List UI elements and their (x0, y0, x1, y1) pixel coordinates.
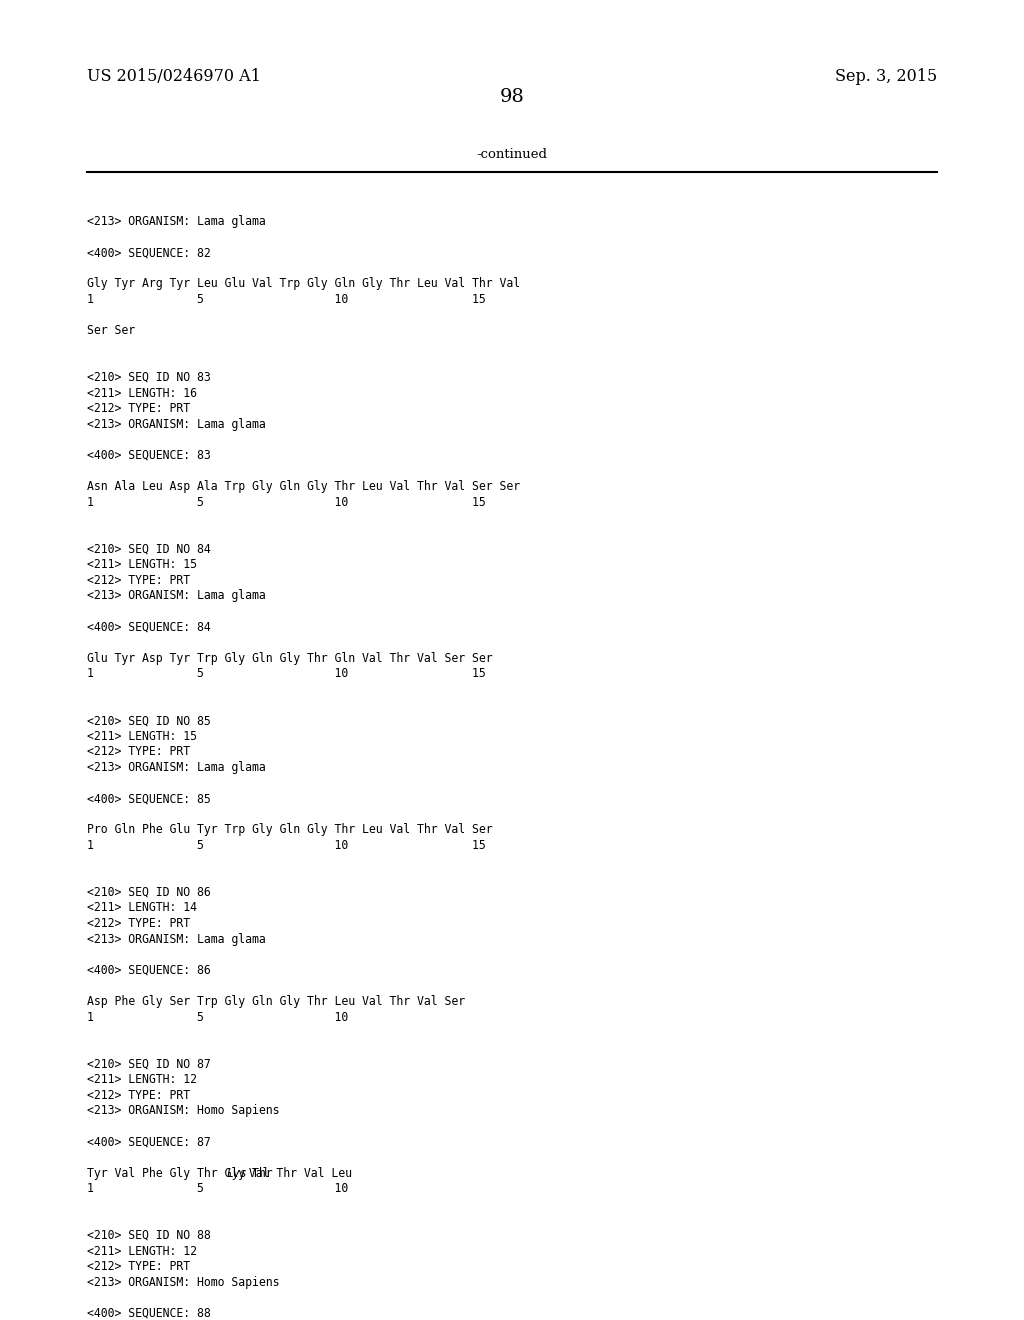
Text: 1               5                   10                  15: 1 5 10 15 (87, 668, 485, 680)
Text: <400> SEQUENCE: 84: <400> SEQUENCE: 84 (87, 620, 211, 634)
Text: 98: 98 (500, 88, 524, 106)
Text: <212> TYPE: PRT: <212> TYPE: PRT (87, 917, 190, 931)
Text: Tyr Val Phe Gly Thr Gly Thr: Tyr Val Phe Gly Thr Gly Thr (87, 1167, 280, 1180)
Text: <210> SEQ ID NO 84: <210> SEQ ID NO 84 (87, 543, 211, 556)
Text: <400> SEQUENCE: 88: <400> SEQUENCE: 88 (87, 1307, 211, 1320)
Text: <210> SEQ ID NO 88: <210> SEQ ID NO 88 (87, 1229, 211, 1242)
Text: <400> SEQUENCE: 87: <400> SEQUENCE: 87 (87, 1135, 211, 1148)
Text: 1               5                   10: 1 5 10 (87, 1011, 348, 1023)
Text: <213> ORGANISM: Homo Sapiens: <213> ORGANISM: Homo Sapiens (87, 1105, 280, 1117)
Text: <400> SEQUENCE: 85: <400> SEQUENCE: 85 (87, 792, 211, 805)
Text: 1               5                   10: 1 5 10 (87, 1183, 348, 1195)
Text: <213> ORGANISM: Lama glama: <213> ORGANISM: Lama glama (87, 933, 266, 945)
Text: <210> SEQ ID NO 83: <210> SEQ ID NO 83 (87, 371, 211, 384)
Text: <212> TYPE: PRT: <212> TYPE: PRT (87, 574, 190, 587)
Text: <212> TYPE: PRT: <212> TYPE: PRT (87, 746, 190, 759)
Text: Glu Tyr Asp Tyr Trp Gly Gln Gly Thr Gln Val Thr Val Ser Ser: Glu Tyr Asp Tyr Trp Gly Gln Gly Thr Gln … (87, 652, 493, 665)
Text: Pro Gln Phe Glu Tyr Trp Gly Gln Gly Thr Leu Val Thr Val Ser: Pro Gln Phe Glu Tyr Trp Gly Gln Gly Thr … (87, 824, 493, 837)
Text: <211> LENGTH: 12: <211> LENGTH: 12 (87, 1245, 197, 1258)
Text: <211> LENGTH: 14: <211> LENGTH: 14 (87, 902, 197, 915)
Text: <212> TYPE: PRT: <212> TYPE: PRT (87, 1089, 190, 1102)
Text: <400> SEQUENCE: 86: <400> SEQUENCE: 86 (87, 964, 211, 977)
Text: US 2015/0246970 A1: US 2015/0246970 A1 (87, 69, 261, 84)
Text: Lys: Lys (226, 1167, 248, 1180)
Text: <213> ORGANISM: Lama glama: <213> ORGANISM: Lama glama (87, 762, 266, 774)
Text: <213> ORGANISM: Lama glama: <213> ORGANISM: Lama glama (87, 215, 266, 228)
Text: <211> LENGTH: 12: <211> LENGTH: 12 (87, 1073, 197, 1086)
Text: <211> LENGTH: 15: <211> LENGTH: 15 (87, 730, 197, 743)
Text: <213> ORGANISM: Homo Sapiens: <213> ORGANISM: Homo Sapiens (87, 1276, 280, 1288)
Text: <212> TYPE: PRT: <212> TYPE: PRT (87, 1261, 190, 1274)
Text: Sep. 3, 2015: Sep. 3, 2015 (835, 69, 937, 84)
Text: -continued: -continued (476, 148, 548, 161)
Text: Asn Ala Leu Asp Ala Trp Gly Gln Gly Thr Leu Val Thr Val Ser Ser: Asn Ala Leu Asp Ala Trp Gly Gln Gly Thr … (87, 480, 520, 494)
Text: Val Thr Val Leu: Val Thr Val Leu (242, 1167, 351, 1180)
Text: 1               5                   10                  15: 1 5 10 15 (87, 293, 485, 306)
Text: <210> SEQ ID NO 85: <210> SEQ ID NO 85 (87, 714, 211, 727)
Text: Gly Tyr Arg Tyr Leu Glu Val Trp Gly Gln Gly Thr Leu Val Thr Val: Gly Tyr Arg Tyr Leu Glu Val Trp Gly Gln … (87, 277, 520, 290)
Text: <400> SEQUENCE: 83: <400> SEQUENCE: 83 (87, 449, 211, 462)
Text: 1               5                   10                  15: 1 5 10 15 (87, 840, 485, 851)
Text: <210> SEQ ID NO 86: <210> SEQ ID NO 86 (87, 886, 211, 899)
Text: <210> SEQ ID NO 87: <210> SEQ ID NO 87 (87, 1057, 211, 1071)
Text: <400> SEQUENCE: 82: <400> SEQUENCE: 82 (87, 247, 211, 259)
Text: <212> TYPE: PRT: <212> TYPE: PRT (87, 403, 190, 416)
Text: Ser Ser: Ser Ser (87, 325, 135, 337)
Text: <213> ORGANISM: Lama glama: <213> ORGANISM: Lama glama (87, 418, 266, 430)
Text: <213> ORGANISM: Lama glama: <213> ORGANISM: Lama glama (87, 590, 266, 602)
Text: Asp Phe Gly Ser Trp Gly Gln Gly Thr Leu Val Thr Val Ser: Asp Phe Gly Ser Trp Gly Gln Gly Thr Leu … (87, 995, 465, 1008)
Text: <211> LENGTH: 16: <211> LENGTH: 16 (87, 387, 197, 400)
Text: <211> LENGTH: 15: <211> LENGTH: 15 (87, 558, 197, 572)
Text: 1               5                   10                  15: 1 5 10 15 (87, 496, 485, 508)
